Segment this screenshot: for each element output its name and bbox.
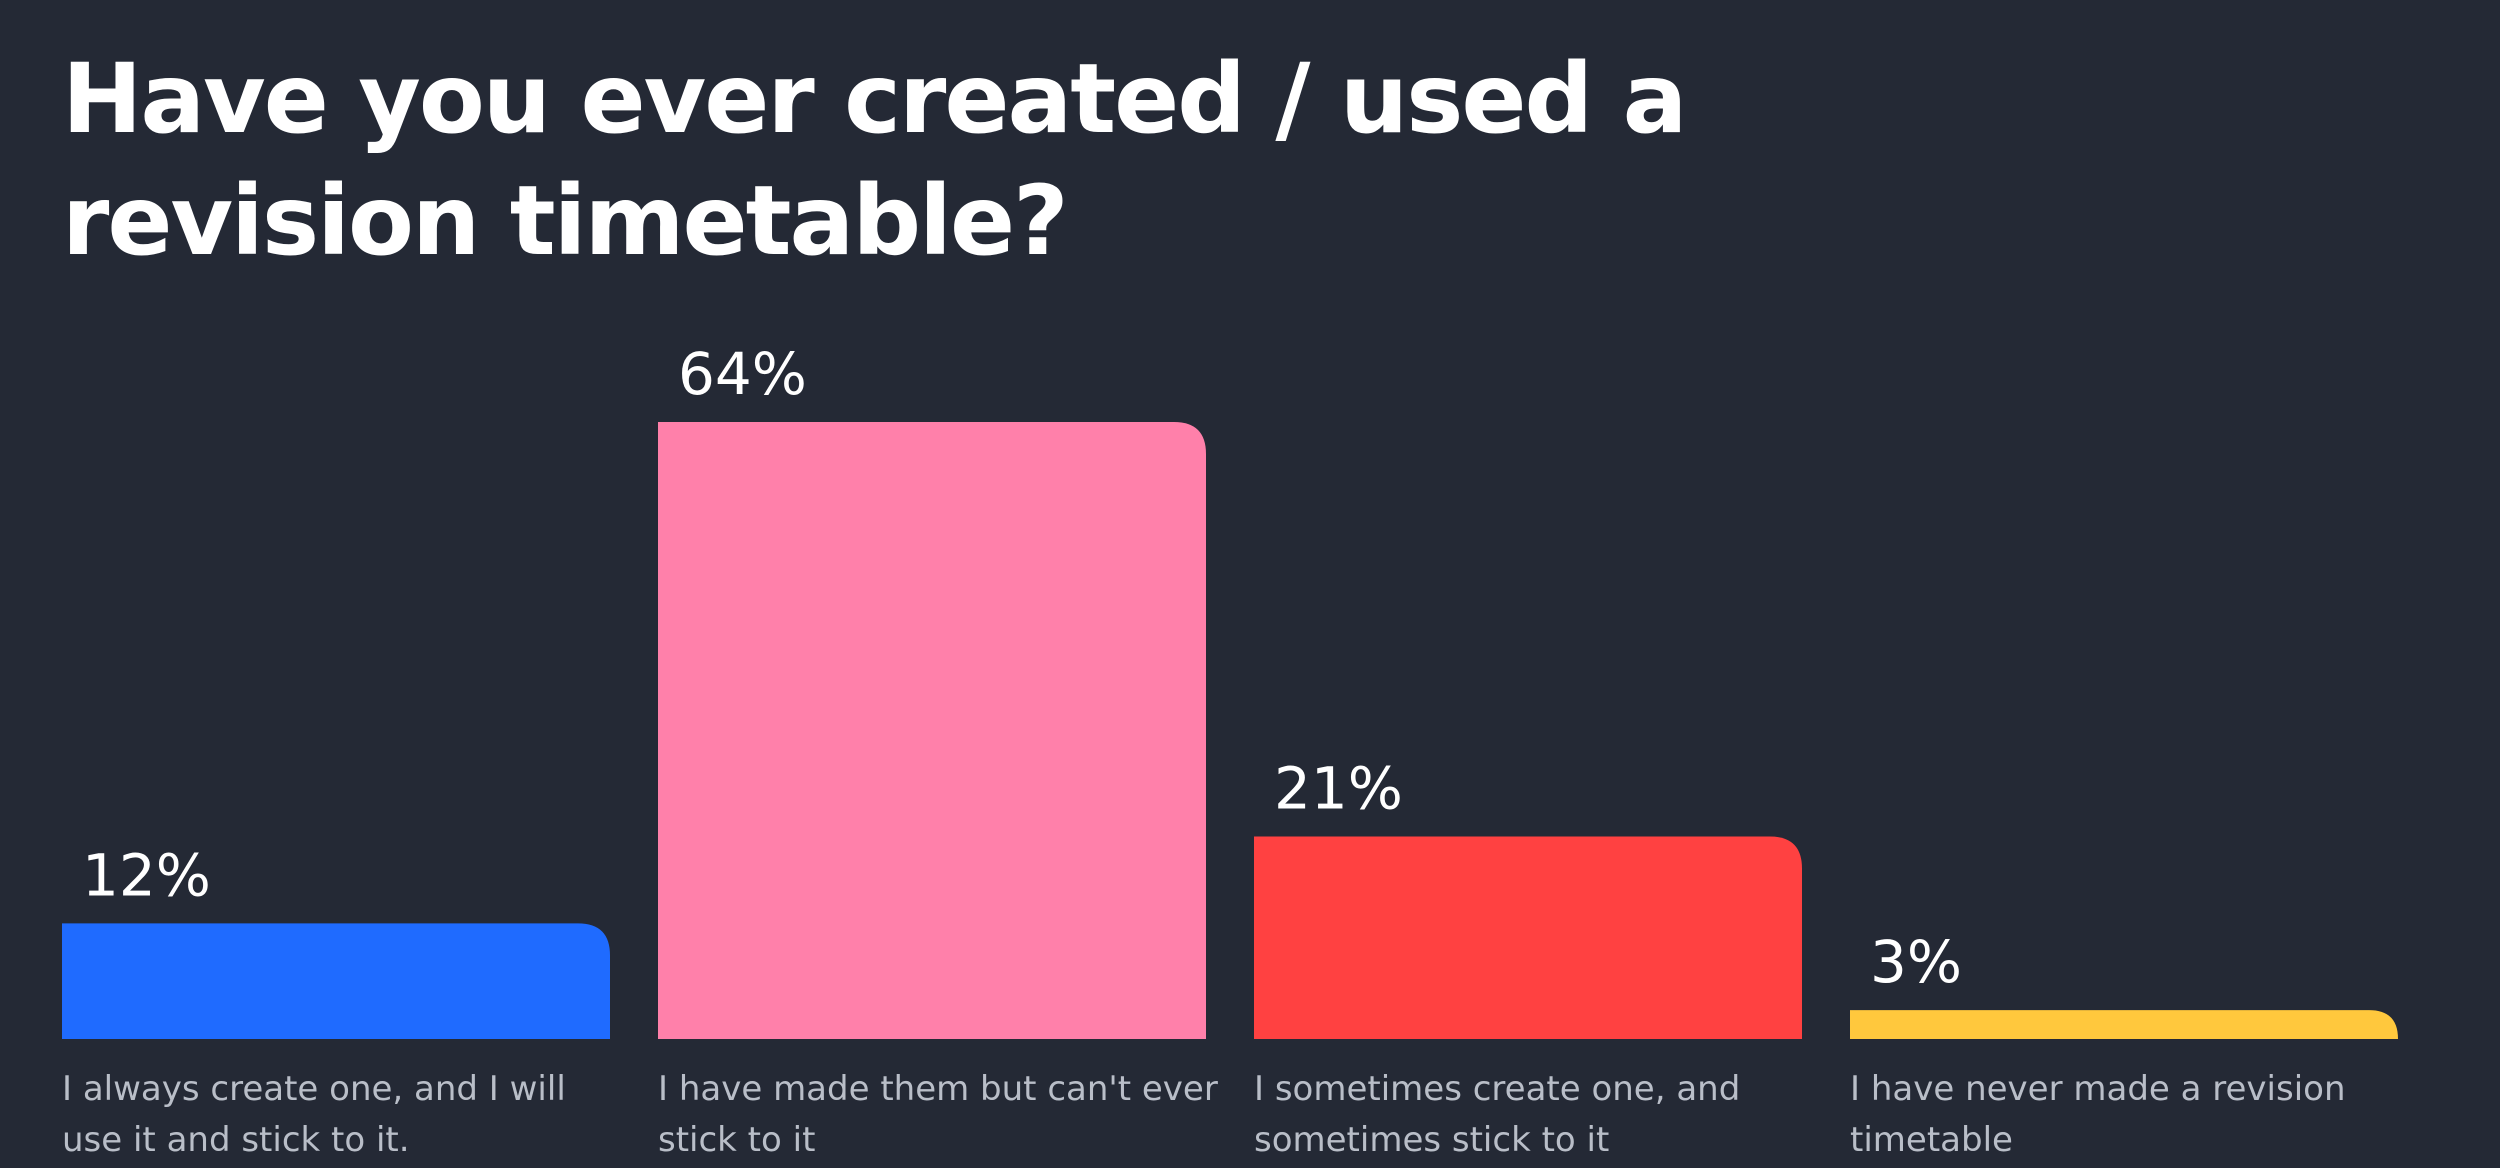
bar-2 (658, 422, 1206, 1039)
category-label-1: I always create one, and I will use it a… (62, 1069, 566, 1160)
category-label-3: I sometimes create one, and sometimes st… (1254, 1069, 1741, 1160)
bar-3 (1254, 836, 1802, 1039)
category-label-4: I have never made a revision timetable (1850, 1069, 2346, 1160)
bar-4 (1850, 1010, 2398, 1039)
category-label-2: I have made them but can't ever stick to… (658, 1069, 1218, 1160)
value-label-4: 3% (1870, 928, 1962, 996)
value-label-3: 21% (1274, 755, 1403, 823)
value-label-2: 64% (678, 340, 807, 408)
chart-title: Have you ever created / used a revision … (62, 43, 1687, 277)
value-label-1: 12% (82, 841, 211, 909)
bar-1 (62, 923, 610, 1039)
